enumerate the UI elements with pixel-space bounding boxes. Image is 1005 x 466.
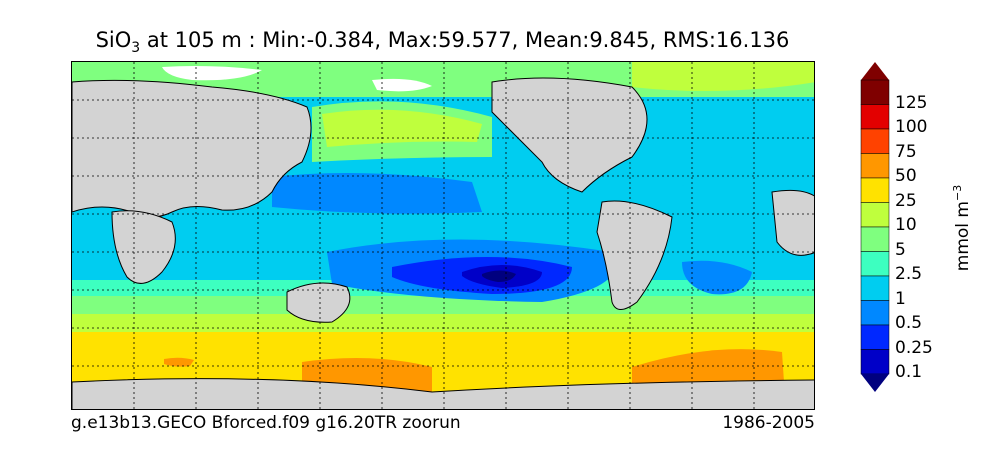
north-pacific-gyre-low: [272, 173, 482, 214]
title-species-subscript: 3: [131, 40, 141, 57]
north-america-landmass: [491, 77, 648, 193]
colorbar-tick-label: 75: [895, 141, 917, 162]
period-label: 1986-2005: [722, 413, 815, 433]
colorbar-tick-label: 0.25: [895, 337, 933, 358]
colorbar-unit-label: mmol m−3: [951, 185, 973, 271]
colorbar-extend-max: [861, 62, 889, 80]
colorbar-extend-min: [861, 374, 889, 392]
sea-ice-patch: [372, 78, 432, 92]
colorbar-bin: [860, 324, 890, 350]
title-rms: RMS:16.136: [662, 28, 790, 52]
colorbar: [860, 62, 890, 392]
unit-exponent: −3: [951, 184, 965, 201]
colorbar-bin: [860, 177, 890, 203]
colorbar-tick-label: 2.5: [895, 264, 923, 284]
colorbar-tick-label: 25: [895, 190, 917, 211]
north-atlantic-low: [632, 148, 732, 187]
colorbar-tick-label: 0.5: [895, 313, 923, 333]
unit-main: mmol m: [952, 201, 973, 272]
colorbar-bin: [860, 79, 890, 105]
map-panel: [71, 61, 815, 410]
antarctica-landmass: [72, 378, 814, 409]
colorbar-bin: [860, 226, 890, 252]
africa-east-landmass: [771, 189, 814, 256]
colorbar-tick-label: 5: [895, 239, 906, 260]
colorbar-tick-label: 1: [895, 288, 906, 309]
colorbar-tick-label: 10: [895, 215, 917, 235]
title-species: SiO: [95, 28, 132, 52]
africa-landmass: [111, 210, 176, 284]
colorbar-bin: [860, 349, 890, 375]
indian-sector-high-patch: [164, 357, 194, 367]
arctic-atlantic-band: [632, 62, 814, 91]
colorbar-bin: [860, 275, 890, 301]
title-mean: Mean:9.845: [525, 28, 650, 52]
sea-ice-patch: [162, 66, 262, 81]
colorbar-tick-label: 0.1: [895, 362, 923, 382]
south-america-landmass: [596, 200, 673, 310]
colorbar-bin: [860, 153, 890, 179]
colorbar-bin: [860, 128, 890, 154]
colorbar-bin: [860, 104, 890, 130]
colorbar-tick-label: 100: [895, 117, 928, 137]
colorbar-tick-label: 125: [895, 92, 928, 113]
land-masses: [72, 77, 814, 409]
colorbar-bin: [860, 202, 890, 228]
plot-title: SiO3 at 105 m : Min:-0.384, Max:59.577, …: [95, 28, 790, 57]
colorbar-bin: [860, 251, 890, 277]
south-atlantic-gyre-low: [682, 260, 752, 295]
graticule: [72, 62, 814, 409]
run-name-label: g.e13b13.GECO Bforced.f09 g16.20TR zooru…: [71, 413, 461, 433]
map-canvas: [72, 62, 814, 409]
colorbar-bin: [860, 300, 890, 326]
australia-landmass: [286, 282, 351, 323]
colorbar-tick-label: 50: [895, 166, 917, 186]
title-max: Max:59.577: [387, 28, 512, 52]
title-depth: at 105 m :: [140, 28, 263, 52]
south-pacific-gyre-min: [482, 270, 516, 282]
title-min: Min:-0.384: [262, 28, 375, 52]
